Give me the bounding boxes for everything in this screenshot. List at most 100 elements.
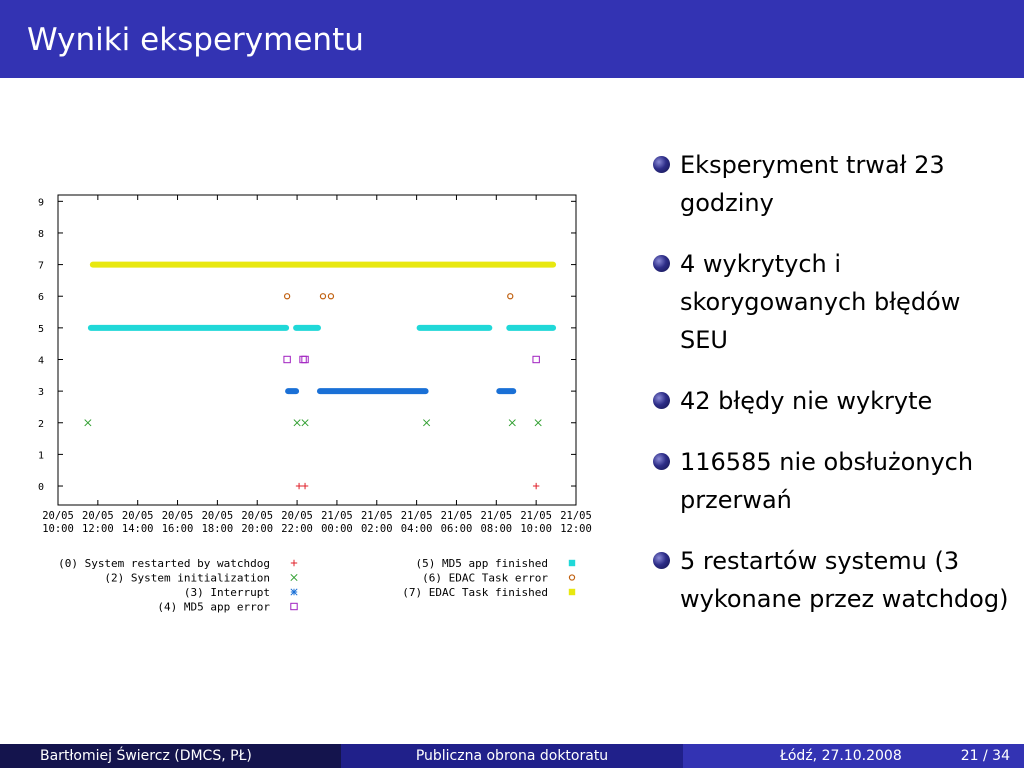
series-3-band bbox=[317, 388, 429, 395]
series-5-band bbox=[506, 324, 557, 331]
bullet-list: Eksperyment trwał 23 godziny 4 wykrytych… bbox=[645, 146, 1015, 641]
y-tick-label: 5 bbox=[38, 324, 44, 335]
series-4-point bbox=[283, 355, 291, 364]
y-tick-label: 4 bbox=[38, 355, 44, 366]
y-tick-label: 6 bbox=[38, 292, 44, 303]
bullet-text: 4 wykrytych i skorygowanych błędów SEU bbox=[680, 250, 961, 354]
x-tick-label-date: 20/05 bbox=[241, 510, 273, 522]
x-tick-label-date: 20/05 bbox=[122, 510, 154, 522]
x-tick-label-date: 21/05 bbox=[361, 510, 393, 522]
legend-label: (4) MD5 app error bbox=[157, 601, 270, 614]
series-7-band bbox=[89, 261, 557, 268]
legend-label: (7) EDAC Task finished bbox=[402, 586, 548, 599]
series-6-point bbox=[507, 293, 514, 300]
footer-author-text: Bartłomiej Świercz (DMCS, PŁ) bbox=[40, 748, 252, 764]
slide-title: Wyniki eksperymentu bbox=[27, 22, 364, 58]
series-2-point bbox=[301, 419, 309, 427]
y-tick-label: 2 bbox=[38, 419, 44, 430]
series-4-point bbox=[299, 355, 307, 364]
plot-frame bbox=[57, 194, 577, 506]
series-5-band bbox=[87, 324, 290, 331]
x-tick-label-date: 20/05 bbox=[202, 510, 234, 522]
series-5-band bbox=[293, 324, 321, 331]
x-tick-label-time: 18:00 bbox=[202, 523, 234, 535]
x-tick-label-date: 21/05 bbox=[441, 510, 473, 522]
legend-label: (0) System restarted by watchdog bbox=[58, 557, 270, 570]
footer-page-number: 21 / 34 bbox=[960, 748, 1010, 764]
bullet-item: 116585 nie obsłużonych przerwań bbox=[645, 443, 1015, 519]
series-2-point bbox=[293, 419, 301, 427]
x-tick-label-time: 12:00 bbox=[560, 523, 592, 535]
x-tick-label-time: 10:00 bbox=[42, 523, 74, 535]
x-tick-label-date: 20/05 bbox=[162, 510, 194, 522]
slide-footer: Bartłomiej Świercz (DMCS, PŁ) Publiczna … bbox=[0, 744, 1024, 768]
footer-author: Bartłomiej Świercz (DMCS, PŁ) bbox=[0, 744, 341, 768]
legend-marker-7 bbox=[568, 588, 576, 596]
series-6-point bbox=[327, 293, 335, 300]
series-2-point bbox=[423, 419, 431, 427]
x-tick-label-time: 14:00 bbox=[122, 523, 154, 535]
bullet-item: 5 restartów systemu (3 wykonane przez wa… bbox=[645, 542, 1015, 618]
x-tick-label-time: 12:00 bbox=[82, 523, 114, 535]
bullet-text: Eksperyment trwał 23 godziny bbox=[680, 151, 945, 217]
series-0-point bbox=[532, 482, 540, 490]
bullet-icon bbox=[653, 552, 670, 569]
legend-marker-4 bbox=[290, 602, 298, 611]
series-0-point bbox=[295, 482, 303, 490]
legend-marker-0 bbox=[290, 559, 298, 567]
x-tick-label-time: 08:00 bbox=[481, 523, 513, 535]
legend-label: (3) Interrupt bbox=[184, 586, 270, 599]
x-tick-label-date: 21/05 bbox=[481, 510, 513, 522]
legend-label: (6) EDAC Task error bbox=[422, 572, 548, 585]
series-6-point bbox=[319, 293, 327, 300]
x-tick-label-date: 20/05 bbox=[281, 510, 313, 522]
series-6-point bbox=[283, 293, 291, 300]
x-tick-label-time: 10:00 bbox=[520, 523, 552, 535]
legend-label: (5) MD5 app finished bbox=[416, 557, 548, 570]
x-tick-label-time: 00:00 bbox=[321, 523, 353, 535]
bullet-icon bbox=[653, 453, 670, 470]
x-tick-label-time: 16:00 bbox=[162, 523, 194, 535]
x-tick-label-date: 20/05 bbox=[42, 510, 74, 522]
series-0-point bbox=[301, 482, 309, 490]
bullet-icon bbox=[653, 392, 670, 409]
experiment-chart: 0 1 2 3 4 5 6 7 8 9 20/05 10:00 20/05 12:00 20/05 14:00… bbox=[30, 180, 610, 620]
y-tick-label: 1 bbox=[38, 450, 44, 461]
series-2-point bbox=[534, 419, 542, 427]
bullet-text: 116585 nie obsłużonych przerwań bbox=[680, 448, 974, 514]
x-tick-label-time: 06:00 bbox=[441, 523, 473, 535]
legend-marker-6 bbox=[568, 574, 576, 581]
bullet-item: Eksperyment trwał 23 godziny bbox=[645, 146, 1015, 222]
legend-marker-2 bbox=[290, 573, 298, 582]
x-tick-label-date: 21/05 bbox=[401, 510, 433, 522]
x-tick-label-date: 21/05 bbox=[560, 510, 592, 522]
x-tick-label-date: 21/05 bbox=[520, 510, 552, 522]
bullet-item: 4 wykrytych i skorygowanych błędów SEU bbox=[645, 245, 1015, 359]
y-tick-label: 7 bbox=[38, 261, 44, 272]
bullet-icon bbox=[653, 156, 670, 173]
x-tick-label-time: 02:00 bbox=[361, 523, 393, 535]
legend-label: (2) System initialization bbox=[104, 572, 270, 585]
series-2-point bbox=[508, 419, 516, 427]
footer-date: Łódź, 27.10.2008 bbox=[780, 748, 902, 764]
x-tick-label-date: 21/05 bbox=[321, 510, 353, 522]
series-3-band bbox=[285, 388, 300, 395]
y-tick-label: 8 bbox=[38, 229, 44, 240]
bullet-text: 42 błędy nie wykryte bbox=[680, 387, 933, 415]
legend-marker-3 bbox=[290, 588, 298, 596]
y-tick-label: 0 bbox=[38, 482, 44, 493]
footer-date-page: Łódź, 27.10.2008 21 / 34 bbox=[683, 744, 1024, 768]
bullet-item: 42 błędy nie wykryte bbox=[645, 382, 1015, 420]
series-4-point bbox=[301, 355, 309, 364]
series-2-point bbox=[84, 419, 92, 427]
series-4-point bbox=[532, 355, 540, 364]
series-3-band bbox=[496, 388, 517, 395]
x-tick-label-date: 20/05 bbox=[82, 510, 114, 522]
y-tick-label: 3 bbox=[38, 387, 44, 398]
footer-talk: Publiczna obrona doktoratu bbox=[341, 744, 683, 768]
experiment-chart-svg: 012345678920/0510:0020/0512:0020/0514:00… bbox=[38, 194, 592, 614]
legend-marker-5 bbox=[568, 559, 576, 567]
slide-header: Wyniki eksperymentu bbox=[0, 0, 1024, 78]
x-tick-label-time: 04:00 bbox=[401, 523, 433, 535]
bullet-text: 5 restartów systemu (3 wykonane przez wa… bbox=[680, 547, 1009, 613]
